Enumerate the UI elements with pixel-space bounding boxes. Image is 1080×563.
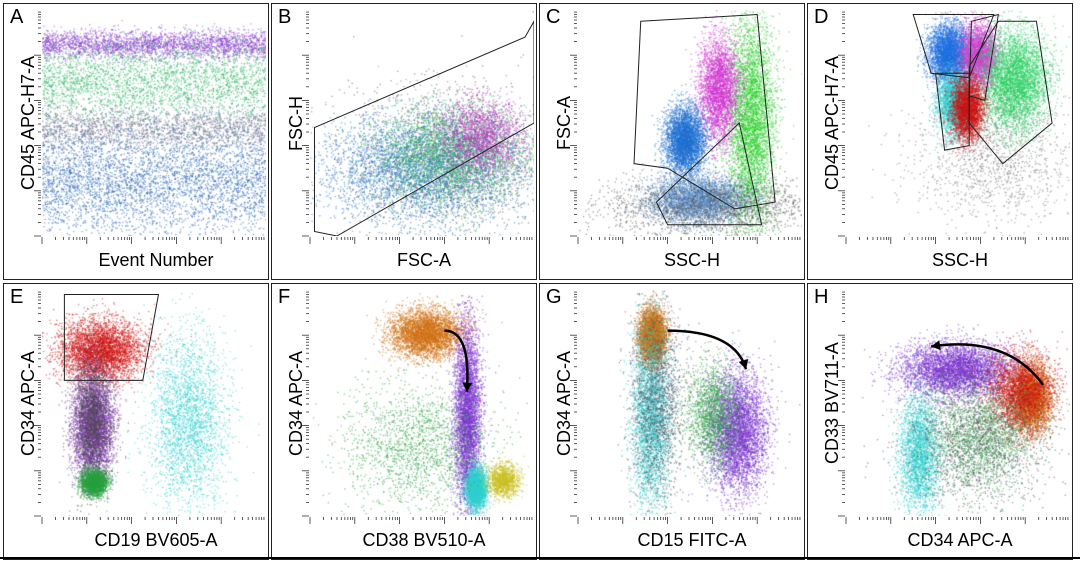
gate-overlay: [667, 329, 749, 370]
panel-c: C FSC-A SSC-H: [539, 3, 805, 280]
panel-d: D CD45 APC-H7-A SSC-H: [807, 3, 1073, 280]
gate-overlay: [912, 13, 1053, 165]
y-axis-label: CD33 BV711-A: [822, 342, 842, 464]
arrow-head: [738, 359, 749, 370]
panel-g: G CD34 APC-A CD15 FITC-A: [539, 283, 805, 560]
gate-overlay: [313, 20, 534, 236]
panel-letter: B: [278, 6, 292, 28]
gate-overlay: [633, 13, 776, 226]
trajectory-arrow: [930, 343, 1045, 386]
panel-a: A CD45 APC-H7-A Event Number: [3, 3, 269, 280]
y-axis-label: FSC-H: [286, 95, 306, 151]
x-axis-label: CD19 BV605-A: [94, 530, 218, 550]
x-axis-label: CD34 APC-A: [907, 530, 1013, 550]
y-axis-label: CD34 APC-A: [18, 350, 38, 456]
y-axis-label: CD34 APC-A: [554, 350, 574, 456]
plot-area: [310, 290, 534, 516]
trajectory-arrow: [444, 329, 469, 392]
plot-area: [578, 290, 802, 516]
scatter-points: [578, 10, 802, 236]
plot-area: [42, 290, 266, 516]
scatter-points: [578, 290, 802, 516]
gate-polygon: [313, 20, 534, 236]
x-axis-label: CD38 BV510-A: [362, 530, 486, 550]
arrow-head: [462, 382, 473, 392]
y-axis-label: CD45 APC-H7-A: [18, 55, 38, 190]
gate-polygon: [63, 294, 160, 381]
plot-area: [42, 10, 266, 236]
scatter-points: [310, 290, 534, 516]
gate-polygon: [633, 13, 776, 210]
x-axis-label: Event Number: [98, 250, 214, 270]
gate-overlay: [63, 294, 160, 381]
scatter-points: [846, 10, 1070, 236]
axis-ticks: [838, 11, 1069, 244]
y-axis-label: FSC-A: [554, 96, 574, 150]
panel-letter: G: [546, 286, 562, 308]
panel-letter: C: [546, 6, 561, 28]
panel-b: B FSC-H FSC-A: [271, 3, 537, 280]
axis-ticks: [302, 11, 533, 244]
panel-letter: A: [10, 6, 24, 28]
gate-overlay: [930, 340, 1045, 386]
arrow-head: [931, 340, 941, 351]
gate-polygon: [655, 122, 763, 226]
gate-polygon: [935, 72, 970, 151]
gate-overlay: [444, 329, 473, 392]
gate-polygon: [968, 13, 999, 102]
panel-letter: E: [10, 286, 24, 308]
axis-ticks: [34, 291, 265, 524]
x-axis-label: CD15 FITC-A: [637, 530, 747, 550]
plot-area: [846, 290, 1070, 516]
y-axis-label: CD34 APC-A: [286, 350, 306, 456]
figure-bottom-rule: [0, 557, 1080, 559]
plot-area: [578, 10, 802, 236]
x-axis-label: FSC-A: [397, 250, 451, 270]
panel-f: F CD34 APC-A CD38 BV510-A: [271, 283, 537, 560]
x-axis-label: SSC-H: [931, 250, 988, 270]
scatter-points: [310, 10, 534, 236]
axis-ticks: [302, 291, 533, 524]
axis-ticks: [570, 11, 801, 244]
x-axis-label: SSC-H: [663, 250, 720, 270]
scatter-points: [846, 290, 1070, 516]
gate-polygon: [968, 20, 1053, 165]
scatter-points: [42, 290, 266, 516]
panel-letter: F: [278, 286, 291, 308]
panel-letter: H: [814, 286, 829, 308]
axis-ticks: [838, 291, 1069, 524]
y-axis-label: CD45 APC-H7-A: [822, 55, 842, 190]
panel-e: E CD34 APC-A CD19 BV605-A: [3, 283, 269, 560]
scatter-points: [42, 10, 266, 236]
plot-area: [310, 10, 534, 236]
panel-h: H CD33 BV711-A CD34 APC-A: [807, 283, 1073, 560]
panel-letter: D: [814, 6, 829, 28]
axis-ticks: [34, 11, 265, 244]
axis-ticks: [570, 291, 801, 524]
plot-area: [846, 10, 1070, 236]
